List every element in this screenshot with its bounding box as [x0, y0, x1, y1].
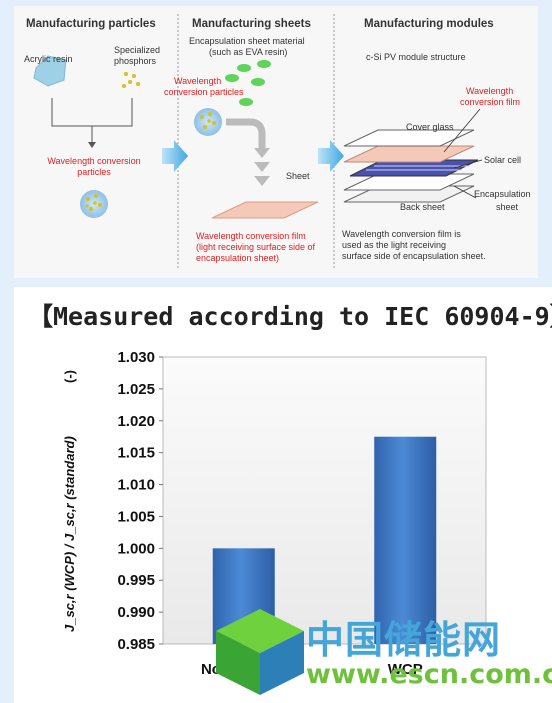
wcp-particle-icon [194, 108, 222, 136]
wcp-particle-icon [80, 190, 108, 218]
label-cover-glass: Cover glass [406, 122, 454, 132]
label-sheet-material-1: Encapsulation sheet material [189, 36, 305, 46]
process-diagram: Manufacturing particles Acrylic resin Sp… [14, 6, 538, 278]
y-tick-label: 0.990 [117, 604, 155, 621]
y-tick-label: 1.010 [117, 477, 155, 494]
watermark-url: www.escn.com.cn [306, 659, 552, 690]
y-tick-label: 1.030 [117, 349, 155, 366]
merge-bracket [51, 98, 133, 127]
y-tick-label: 0.995 [117, 572, 155, 589]
logo-cube-icon [216, 609, 304, 695]
leader-line [453, 159, 483, 169]
y-tick-label: 1.005 [117, 508, 155, 525]
label-encap-2: sheet [496, 202, 519, 212]
label-film-3: encapsulation sheet) [196, 253, 279, 263]
label-phosphors-2: phosphors [114, 56, 157, 66]
acrylic-resin-icon [33, 55, 67, 87]
y-tick-label: 0.985 [117, 636, 155, 653]
chevron-down-icon [254, 148, 270, 186]
chart-panel: 【Measured according to IEC 60904-9】 1.03… [14, 287, 552, 703]
label-encap-1: Encapsulation [474, 189, 531, 199]
label-wavelength: Wavelength [174, 76, 221, 86]
process-arrow-icon [318, 140, 344, 172]
leader-line [453, 185, 477, 199]
heading-manufacturing-sheets: Manufacturing sheets [192, 18, 311, 30]
bar-wcp [374, 436, 437, 644]
label-film-2: (light receiving surface side of [196, 242, 316, 252]
eva-resin-pellets-icon [225, 60, 271, 106]
pv-module-layers [343, 129, 479, 203]
heading-manufacturing-modules: Manufacturing modules [364, 18, 494, 30]
leader-line [443, 108, 481, 153]
bar-chart: 【Measured according to IEC 60904-9】 1.03… [28, 302, 552, 678]
label-film-1: Wavelength conversion film [196, 231, 306, 241]
y-tick-label: 1.000 [117, 540, 155, 557]
process-arrow-icon [162, 140, 188, 172]
label-note-3: surface side of encapsulation sheet. [342, 251, 486, 261]
chart-title: 【Measured according to IEC 60904-9】 [28, 302, 552, 331]
down-arrow-icon [88, 142, 96, 148]
mixing-arrow [226, 118, 266, 148]
label-wcp-1: Wavelength conversion [47, 156, 140, 166]
wavelength-film-sheet [211, 201, 319, 219]
label-module-structure: c-Si PV module structure [366, 52, 466, 62]
label-phosphors-1: Specialized [114, 45, 160, 55]
label-note-2: used as the light receiving [342, 240, 446, 250]
label-wcf-1: Wavelength [466, 86, 513, 96]
watermark-text-cn: 中国储能网 [306, 618, 502, 662]
y-tick-label: 1.015 [117, 445, 155, 462]
label-note-1: Wavelength conversion film is [342, 229, 461, 239]
label-sheet-material-2: (such as EVA resin) [209, 47, 287, 57]
y-tick-label: 1.025 [117, 381, 155, 398]
label-solar-cell: Solar cell [484, 155, 521, 165]
y-axis-unit: (-) [62, 370, 77, 383]
label-back-sheet: Back sheet [400, 202, 445, 212]
y-tick-label: 1.020 [117, 413, 155, 430]
y-axis-label: J_sc,r (WCP) / J_sc,r (standard) [62, 436, 77, 632]
phosphor-dots-icon [122, 72, 140, 88]
label-conversion-particles: conversion particles [164, 87, 244, 97]
plot-area [162, 356, 487, 645]
label-acrylic-resin: Acrylic resin [24, 54, 73, 64]
label-wcf-2: conversion film [460, 97, 520, 107]
label-sheet: Sheet [286, 171, 310, 181]
label-wcp-2: particles [77, 167, 111, 177]
x-category-label: WCP [388, 661, 423, 678]
heading-manufacturing-particles: Manufacturing particles [26, 18, 156, 30]
